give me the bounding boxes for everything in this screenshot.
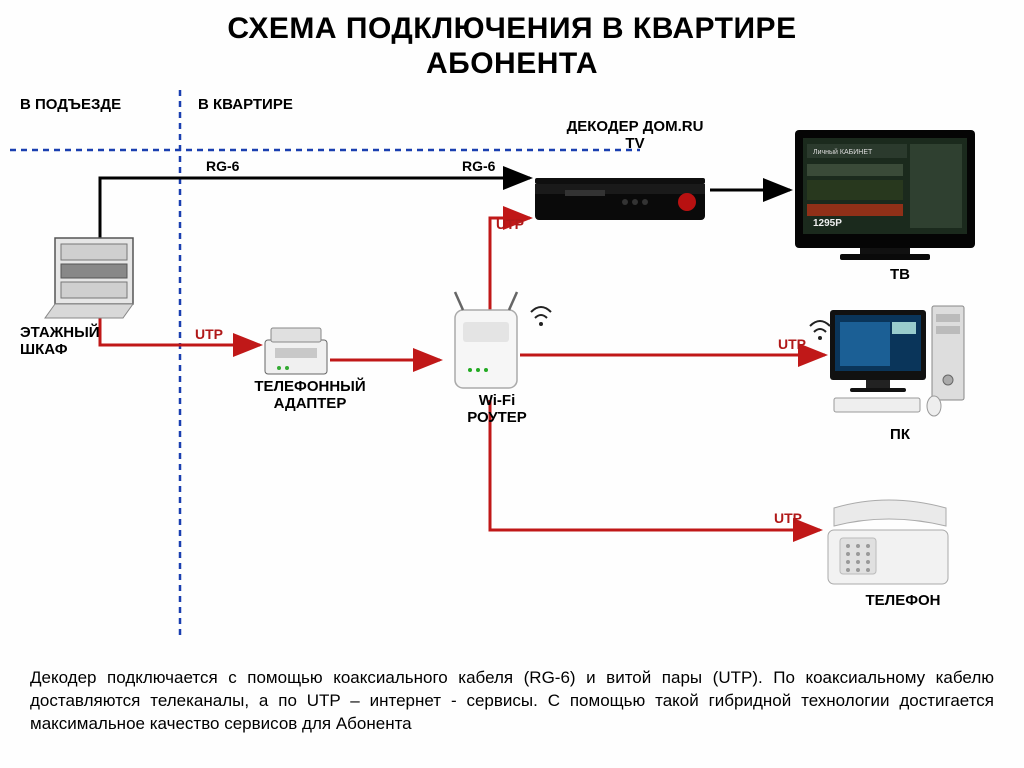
diagram-canvas: Личный КАБИНЕТ 1295Р: [0, 0, 1024, 768]
cable-utp-4: UTP: [774, 510, 802, 526]
tv-label: ТВ: [870, 266, 930, 283]
cable-rg6-2: RG-6: [462, 158, 495, 174]
cable-rg6-1: RG-6: [206, 158, 239, 174]
floor-cabinet-icon: [45, 238, 133, 318]
title-line-2: АБОНЕНТА: [426, 47, 598, 80]
phone-icon: [828, 500, 948, 584]
phone-label: ТЕЛЕФОН: [848, 592, 958, 609]
title-line-1: СХЕМА ПОДКЛЮЧЕНИЯ В КВАРТИРЕ: [227, 12, 796, 45]
description-text: Декодер подключается с помощью коаксиаль…: [30, 667, 994, 736]
pc-icon: [810, 306, 964, 416]
zone-entrance-label: В ПОДЪЕЗДЕ: [20, 96, 130, 113]
svg-text:Личный КАБИНЕТ: Личный КАБИНЕТ: [813, 148, 873, 156]
page-title: СХЕМА ПОДКЛЮЧЕНИЯ В КВАРТИРЕ АБОНЕНТА: [0, 0, 1024, 81]
cable-utp-3: UTP: [778, 336, 806, 352]
cable-utp-2: UTP: [195, 326, 223, 342]
decoder-label: ДЕКОДЕР ДОМ.RU TV: [565, 118, 705, 153]
svg-text:1295Р: 1295Р: [813, 218, 842, 229]
wifi-router-label: Wi-Fi РОУТЕР: [452, 392, 542, 427]
phone-adapter-icon: [265, 328, 327, 374]
decoder-icon: [535, 178, 705, 220]
floor-cabinet-label: ЭТАЖНЫЙ ШКАФ: [20, 324, 150, 359]
phone-adapter-label: ТЕЛЕФОННЫЙ АДАПТЕР: [245, 378, 375, 413]
wifi-router-icon: [455, 292, 551, 388]
tv-icon: Личный КАБИНЕТ 1295Р: [795, 130, 975, 260]
pc-label: ПК: [870, 426, 930, 443]
zone-apartment-label: В КВАРТИРЕ: [198, 96, 318, 113]
cable-utp-1: UTP: [496, 216, 524, 232]
